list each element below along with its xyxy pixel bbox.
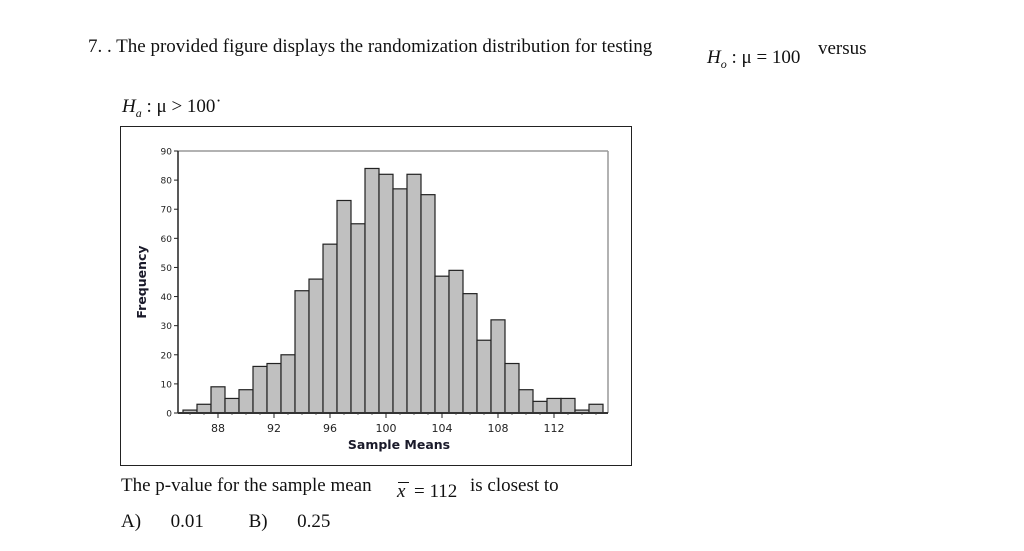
y-tick-label: 90 xyxy=(161,148,173,158)
histogram-bar xyxy=(294,290,310,414)
histogram-bar xyxy=(266,362,282,414)
histogram-bar xyxy=(406,173,422,414)
histogram-bar xyxy=(490,319,506,414)
x-tick-label: 96 xyxy=(323,422,337,435)
x-tick-label: 108 xyxy=(488,422,509,435)
xbar-symbol: x xyxy=(397,481,406,502)
question-text: 7. . The provided figure displays the ra… xyxy=(88,36,652,58)
histogram-bar xyxy=(350,223,366,414)
histogram-bar xyxy=(546,397,562,414)
alt-hypothesis: Ha : μ > 100˙ xyxy=(122,96,222,120)
y-tick-label: 80 xyxy=(161,177,173,187)
histogram-bar xyxy=(518,389,534,414)
y-tick-label: 40 xyxy=(161,293,173,303)
prompt-end: is closest to xyxy=(470,475,559,496)
question-number: 7. . xyxy=(88,36,112,57)
x-axis-label: Sample Means xyxy=(348,437,450,452)
x-tick-label: 100 xyxy=(376,422,397,435)
histogram-chart: 0 10 20 30 40 50 60 70 80 90 88 92 96 100 104 108 112 Sam… xyxy=(134,148,609,452)
y-tick-label: 30 xyxy=(161,322,173,332)
histogram-bar xyxy=(196,403,212,414)
versus-text: versus xyxy=(818,38,867,59)
histogram-bar xyxy=(420,194,436,414)
y-tick-label: 70 xyxy=(161,206,173,216)
histogram-bar xyxy=(462,293,478,414)
histogram-bar xyxy=(448,269,464,414)
y-tick-label: 20 xyxy=(161,351,173,361)
histogram-bar xyxy=(224,397,240,414)
y-tick-label: 10 xyxy=(161,380,173,390)
answer-options: A) 0.01 B) 0.25 xyxy=(121,511,370,533)
histogram-bar xyxy=(532,400,548,414)
histogram-bar xyxy=(476,339,492,414)
x-tick-label: 112 xyxy=(544,422,565,435)
histogram-bar xyxy=(280,354,296,414)
x-tick-label: 92 xyxy=(267,422,281,435)
histogram-figure: 0 10 20 30 40 50 60 70 80 90 88 92 96 100 104 108 112 Sam… xyxy=(120,126,632,466)
histogram-bar xyxy=(392,188,408,414)
histogram-bar xyxy=(322,243,338,414)
histogram-bar xyxy=(364,167,380,414)
y-tick-label: 60 xyxy=(161,235,173,245)
xbar-value: = 112 xyxy=(414,481,458,502)
histogram-bar xyxy=(308,278,324,414)
histogram-bar xyxy=(588,403,604,414)
y-tick-label: 50 xyxy=(161,264,173,274)
histogram-bar xyxy=(378,173,394,414)
x-tick-label: 104 xyxy=(432,422,453,435)
x-tick-label: 88 xyxy=(211,422,225,435)
histogram-bar xyxy=(238,389,254,414)
histogram-bar xyxy=(210,386,226,414)
null-hypothesis: Ho : μ = 100 xyxy=(707,47,801,71)
question-body: The provided figure displays the randomi… xyxy=(116,36,653,57)
histogram-bar xyxy=(252,365,268,414)
y-tick-label: 0 xyxy=(166,410,172,420)
histogram-bar xyxy=(560,397,576,414)
histogram-bar xyxy=(504,362,520,414)
y-axis-label: Frequency xyxy=(134,245,149,318)
prompt-text: The p-value for the sample mean xyxy=(121,475,372,496)
option-a[interactable]: A) 0.01 xyxy=(121,511,204,532)
histogram-bar xyxy=(434,275,450,414)
histogram-bar xyxy=(336,199,352,414)
xbar-overline xyxy=(398,482,409,483)
option-b[interactable]: B) 0.25 xyxy=(248,511,331,532)
